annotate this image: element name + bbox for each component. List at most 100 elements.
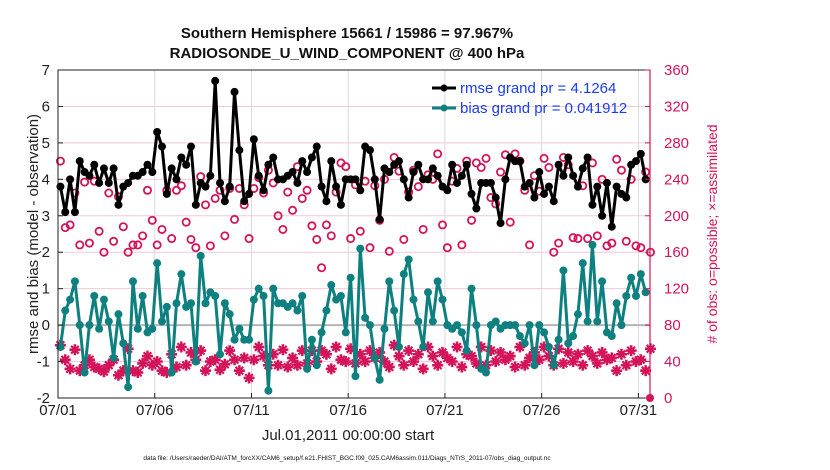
y-tick-label: -2 [37,390,50,407]
bias-point [569,332,578,341]
bias-point [433,277,442,286]
obs-assimilated-point [451,341,463,353]
obs-possible-point [317,263,327,273]
obs-possible-point [157,224,167,234]
obs-assimilated-stroke [128,366,138,376]
obs-possible-point [133,240,143,250]
obs-assimilated-point [557,357,569,369]
legend-rmse-label: rmse grand pr = 4.1264 [460,80,616,97]
rmse-point [259,186,268,195]
obs-assimilated-stroke [408,356,419,367]
bias-point [380,324,389,333]
bias-point [269,284,278,293]
bias-point [104,317,113,326]
rmse-point [428,164,437,173]
obs-possible-point [55,156,65,166]
obs-assimilated-point [132,366,144,378]
obs-assimilated-point [320,348,332,360]
obs-possible-point [84,238,94,248]
obs-assimilated-point [229,354,241,366]
obs-assimilated-stroke [452,342,462,352]
obs-assimilated-stroke [592,358,602,369]
rmse-point [593,182,602,191]
y-right-tick-label: 280 [664,135,689,152]
rmse-point [602,178,611,187]
obs-possible-point [433,149,443,159]
obs-possible-point [128,240,138,250]
obs-possible-point [312,234,322,244]
obs-assimilated-point [412,348,424,360]
obs-assimilated-point [615,348,627,360]
rmse-point [235,146,244,155]
obs-assimilated-point [64,363,76,375]
obs-assimilated-stroke [220,359,230,369]
bias-point [172,299,181,308]
rmse-point [303,168,312,177]
rmse-point [424,175,432,184]
obs-assimilated-point [325,363,337,375]
bias-point [148,324,157,333]
bias-point [549,361,558,370]
bias-point [598,277,607,286]
x-tick-label: 07/06 [136,402,174,419]
obs-possible-point [583,234,593,244]
bias-point [167,368,176,377]
rmse-point [201,182,210,191]
obs-possible-point [544,162,554,172]
obs-assimilated-point [175,341,187,353]
obs-possible-point [230,214,240,224]
obs-assimilated-point [200,365,212,377]
rmse-point [515,157,524,166]
obs-assimilated-stroke [384,362,394,372]
obs-assimilated-stroke [568,356,578,367]
obs-assimilated-stroke [196,345,206,356]
obs-assimilated-point [291,359,303,371]
bias-point [453,321,462,330]
rmse-point [327,157,336,166]
obs-assimilated-point [141,350,153,362]
obs-possible-point [152,240,162,250]
bias-point [187,299,196,308]
bias-point [544,342,553,351]
obs-assimilated-point [359,356,371,368]
obs-assimilated-point [383,361,395,373]
bias-point [303,364,312,373]
obs-assimilated-point [282,361,294,373]
rmse-point [564,153,573,162]
obs-assimilated-stroke [447,356,457,367]
rmse-point [230,87,239,96]
obs-possible-point [94,226,104,236]
bias-point [612,299,621,308]
rmse-point [636,149,645,158]
obs-assimilated-stroke [234,366,245,376]
y-tick-label: 6 [42,98,50,115]
legend-bias-marker [440,104,448,112]
obs-possible-point [191,243,201,253]
rmse-point [569,171,578,180]
bias-point [80,368,89,377]
rmse-point [61,208,70,217]
obs-possible-point [181,217,191,227]
rmse-point [191,200,200,209]
bias-point [462,346,471,355]
obs-assimilated-point [519,359,531,371]
rmse-point [399,175,408,184]
rmse-point [457,171,466,180]
obs-possible-point [297,193,307,203]
bias-point [583,317,592,326]
y-tick-label: 2 [42,244,50,261]
rmse-point [143,160,152,169]
bias-point [530,361,539,370]
obs-possible-point [573,234,583,244]
rmse-point [607,222,616,231]
bias-point [249,295,258,304]
obs-possible-point [442,243,452,253]
bias-point [346,273,355,282]
bias-point [70,277,79,286]
rmse-point [573,182,582,191]
obs-assimilated-stroke [283,362,293,372]
obs-possible-point [505,217,515,227]
obs-assimilated-stroke [200,366,211,376]
rmse-point [177,153,186,162]
rmse-point [109,164,118,173]
